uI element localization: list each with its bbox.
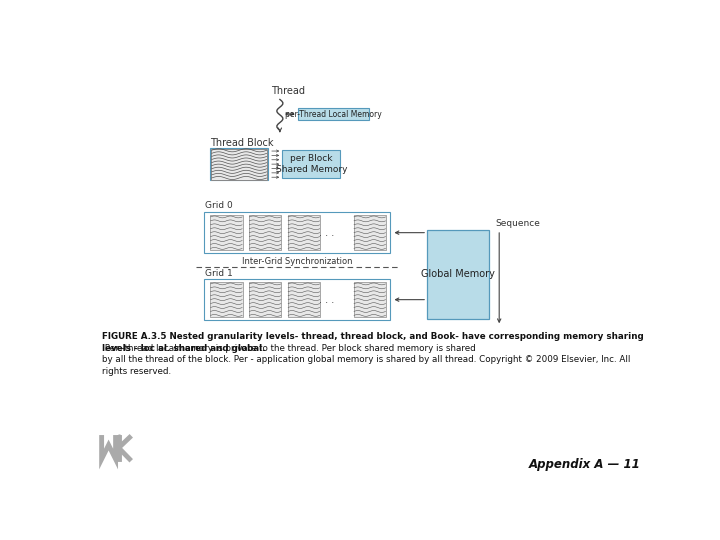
Text: Inter-Grid Synchronization: Inter-Grid Synchronization — [242, 256, 352, 266]
FancyBboxPatch shape — [354, 215, 386, 251]
FancyBboxPatch shape — [297, 108, 369, 120]
Text: . . .: . . . — [319, 295, 334, 305]
FancyBboxPatch shape — [210, 215, 243, 251]
Text: Grid 0: Grid 0 — [205, 201, 233, 211]
Text: per Block
Shared Memory: per Block Shared Memory — [276, 154, 347, 174]
FancyBboxPatch shape — [249, 215, 282, 251]
FancyBboxPatch shape — [211, 148, 267, 179]
FancyBboxPatch shape — [249, 282, 282, 318]
Text: Grid 1: Grid 1 — [205, 269, 233, 278]
FancyBboxPatch shape — [354, 282, 386, 318]
Text: per-Thread Local Memory: per-Thread Local Memory — [285, 110, 382, 119]
FancyBboxPatch shape — [287, 282, 320, 318]
FancyBboxPatch shape — [282, 150, 341, 178]
FancyBboxPatch shape — [287, 215, 320, 251]
Text: Global Memory: Global Memory — [421, 269, 495, 279]
Text: FIGURE A.3.5 Nested granularity levels- thread, thread block, and Book- have cor: FIGURE A.3.5 Nested granularity levels- … — [102, 332, 644, 353]
Text: Appendix A — 11: Appendix A — 11 — [528, 458, 640, 471]
Text: Per -thread localmemory is private to the thread. Per block shared memory is sha: Per -thread localmemory is private to th… — [102, 343, 630, 376]
FancyBboxPatch shape — [210, 282, 243, 318]
FancyBboxPatch shape — [427, 230, 489, 319]
Text: Thread: Thread — [271, 86, 305, 96]
Text: Sequence: Sequence — [495, 219, 540, 228]
Text: Thread Block: Thread Block — [210, 138, 274, 148]
Text: . . .: . . . — [319, 228, 334, 238]
